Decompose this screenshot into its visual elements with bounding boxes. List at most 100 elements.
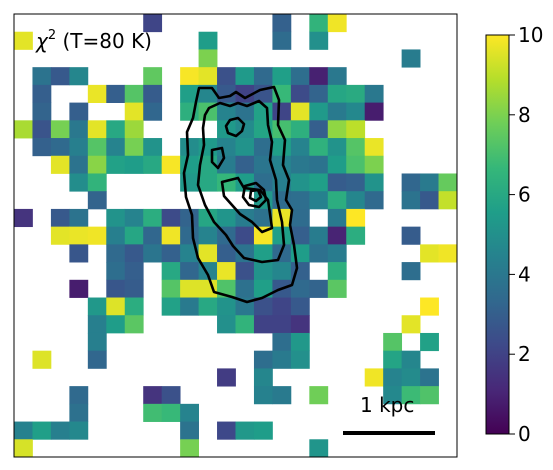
heatmap-cell bbox=[272, 14, 292, 33]
heatmap-cell bbox=[235, 138, 255, 157]
heatmap-cell bbox=[217, 262, 236, 281]
heatmap-cell bbox=[327, 244, 347, 263]
heatmap-cell bbox=[420, 173, 439, 192]
heatmap-cell bbox=[180, 84, 199, 103]
heatmap-cell bbox=[309, 226, 329, 245]
heatmap-cell bbox=[272, 350, 292, 369]
heatmap-cell bbox=[383, 368, 403, 387]
heatmap-cell bbox=[180, 208, 199, 228]
heatmap-cell bbox=[124, 226, 144, 245]
heatmap-cell bbox=[309, 279, 329, 298]
contour-middle bbox=[196, 99, 286, 264]
heatmap-cell bbox=[272, 138, 292, 157]
heatmap-cell bbox=[143, 226, 163, 245]
heatmap-cell bbox=[69, 279, 89, 298]
heatmap-cell bbox=[106, 208, 126, 228]
heatmap-cell bbox=[161, 279, 181, 298]
heatmap-cell bbox=[87, 350, 107, 369]
heatmap-cell bbox=[309, 138, 329, 157]
chi-symbol: χ bbox=[35, 29, 49, 53]
heatmap-cell bbox=[217, 208, 236, 228]
chi-temperature: (T=80 K) bbox=[56, 29, 152, 53]
heatmap-cell bbox=[290, 155, 310, 174]
heatmap-cell bbox=[217, 421, 236, 440]
heatmap-cell bbox=[253, 421, 273, 440]
heatmap-cell bbox=[50, 138, 70, 157]
heatmap-cell bbox=[272, 297, 292, 316]
heatmap-cell bbox=[180, 244, 199, 263]
heatmap-cell bbox=[272, 226, 292, 245]
heatmap-cell bbox=[124, 262, 144, 281]
heatmap-cell bbox=[161, 403, 181, 422]
heatmap-cell bbox=[290, 120, 310, 139]
heatmap-cell bbox=[290, 191, 310, 210]
contour-lines bbox=[182, 85, 299, 304]
heatmap-cell bbox=[401, 262, 421, 281]
heatmap-cell bbox=[290, 226, 310, 245]
heatmap-cell bbox=[401, 173, 421, 192]
heatmap-cell bbox=[106, 138, 126, 157]
heatmap-cell bbox=[198, 244, 218, 263]
colorbar-tick-label: 6 bbox=[518, 183, 531, 207]
heatmap-cell bbox=[69, 208, 89, 228]
heatmap-cell bbox=[32, 138, 52, 157]
heatmap-cell bbox=[420, 191, 439, 210]
heatmap-cell bbox=[161, 155, 181, 174]
heatmap-cell bbox=[106, 226, 126, 245]
heatmap-cell bbox=[309, 173, 329, 192]
heatmap-cell bbox=[50, 226, 70, 245]
heatmap-cell bbox=[272, 102, 292, 121]
heatmap-cell bbox=[272, 386, 292, 405]
heatmap-cell bbox=[290, 297, 310, 316]
heatmap-cell bbox=[346, 226, 366, 245]
heatmap-cell bbox=[253, 262, 273, 281]
heatmap-cell bbox=[272, 67, 292, 86]
heatmap-cell bbox=[32, 350, 52, 369]
heatmap-cell bbox=[235, 421, 255, 440]
heatmap-cell bbox=[309, 84, 329, 103]
heatmap-cell bbox=[50, 120, 70, 139]
heatmap-cell bbox=[198, 297, 218, 316]
heatmap-cell bbox=[32, 102, 52, 121]
heatmap-cell bbox=[87, 332, 107, 352]
heatmap-cell bbox=[180, 403, 199, 422]
heatmap-cell bbox=[180, 421, 199, 440]
heatmap-cell bbox=[364, 191, 384, 210]
heatmap-cell bbox=[124, 155, 144, 174]
heatmap-cell bbox=[401, 368, 421, 387]
heatmap-cell bbox=[32, 84, 52, 103]
heatmap-cell bbox=[161, 208, 181, 228]
heatmap-cell bbox=[383, 350, 403, 369]
heatmap-cell bbox=[290, 173, 310, 192]
heatmap-cell bbox=[346, 120, 366, 139]
heatmap-cell bbox=[106, 279, 126, 298]
heatmap-cell bbox=[69, 67, 89, 86]
heatmap-cell bbox=[272, 31, 292, 50]
heatmap-cell bbox=[309, 439, 329, 457]
heatmap-cell bbox=[14, 439, 33, 457]
heatmap-cell bbox=[106, 244, 126, 263]
heatmap-cell bbox=[253, 386, 273, 405]
heatmap-cell bbox=[106, 84, 126, 103]
heatmap-cell bbox=[327, 208, 347, 228]
heatmap-cell bbox=[143, 244, 163, 263]
heatmap-cell bbox=[217, 102, 236, 121]
heatmap-cell bbox=[50, 208, 70, 228]
heatmap-cell bbox=[143, 67, 163, 86]
heatmap-cell bbox=[198, 226, 218, 245]
heatmap-cell bbox=[346, 208, 366, 228]
heatmap-cell bbox=[69, 102, 89, 121]
heatmap-cell bbox=[253, 297, 273, 316]
heatmap-cell bbox=[106, 297, 126, 316]
heatmap-cell bbox=[235, 315, 255, 334]
heatmap-cell bbox=[253, 226, 273, 245]
heatmap-cell bbox=[143, 155, 163, 174]
heatmap-cell bbox=[32, 421, 52, 440]
heatmap-cell bbox=[420, 386, 439, 405]
contour-peak bbox=[241, 181, 268, 209]
heatmap-cell bbox=[235, 155, 255, 174]
heatmap-cell bbox=[253, 350, 273, 369]
heatmap-cell bbox=[198, 67, 218, 86]
heatmap-cell bbox=[420, 297, 439, 316]
